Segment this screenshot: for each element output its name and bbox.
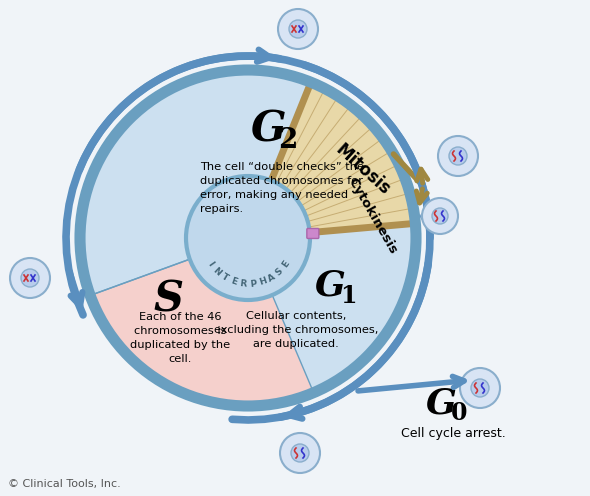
Circle shape <box>280 433 320 473</box>
Text: 0: 0 <box>451 401 467 425</box>
Text: A: A <box>266 272 277 283</box>
Text: Mitosis: Mitosis <box>332 141 394 199</box>
Text: G: G <box>314 269 345 303</box>
Text: P: P <box>249 279 257 289</box>
Circle shape <box>460 368 500 408</box>
Text: N: N <box>211 266 222 278</box>
Text: Each of the 46
chromosomes is
duplicated by the
cell.: Each of the 46 chromosomes is duplicated… <box>130 312 230 364</box>
Text: S: S <box>153 279 183 321</box>
Text: I: I <box>206 260 215 268</box>
Circle shape <box>21 269 39 287</box>
Wedge shape <box>90 238 314 406</box>
Text: Cell cycle arrest.: Cell cycle arrest. <box>401 427 506 439</box>
Text: E: E <box>280 259 291 269</box>
Text: © Clinical Tools, Inc.: © Clinical Tools, Inc. <box>8 479 121 489</box>
Circle shape <box>80 70 416 406</box>
Circle shape <box>291 444 309 462</box>
Text: G: G <box>425 386 457 420</box>
Text: G: G <box>250 109 286 151</box>
Circle shape <box>186 176 310 300</box>
Wedge shape <box>248 82 415 238</box>
FancyBboxPatch shape <box>307 229 319 239</box>
Text: Cellular contents,
excluding the chromosomes,
are duplicated.: Cellular contents, excluding the chromos… <box>214 311 378 349</box>
Text: 1: 1 <box>340 284 356 308</box>
Circle shape <box>432 208 448 224</box>
Circle shape <box>10 258 50 298</box>
Circle shape <box>422 198 458 234</box>
Circle shape <box>471 379 489 397</box>
Text: S: S <box>274 266 285 277</box>
Text: Cytokinesis: Cytokinesis <box>346 176 400 256</box>
Text: R: R <box>239 279 247 289</box>
Circle shape <box>289 20 307 38</box>
Circle shape <box>449 147 467 165</box>
Text: H: H <box>257 276 267 287</box>
Text: T: T <box>219 272 230 283</box>
Text: E: E <box>229 276 238 287</box>
Text: 2: 2 <box>278 127 298 154</box>
Text: The cell “double checks” the
duplicated chromosomes for
error, making any needed: The cell “double checks” the duplicated … <box>200 162 364 214</box>
Circle shape <box>438 136 478 176</box>
Circle shape <box>278 9 318 49</box>
